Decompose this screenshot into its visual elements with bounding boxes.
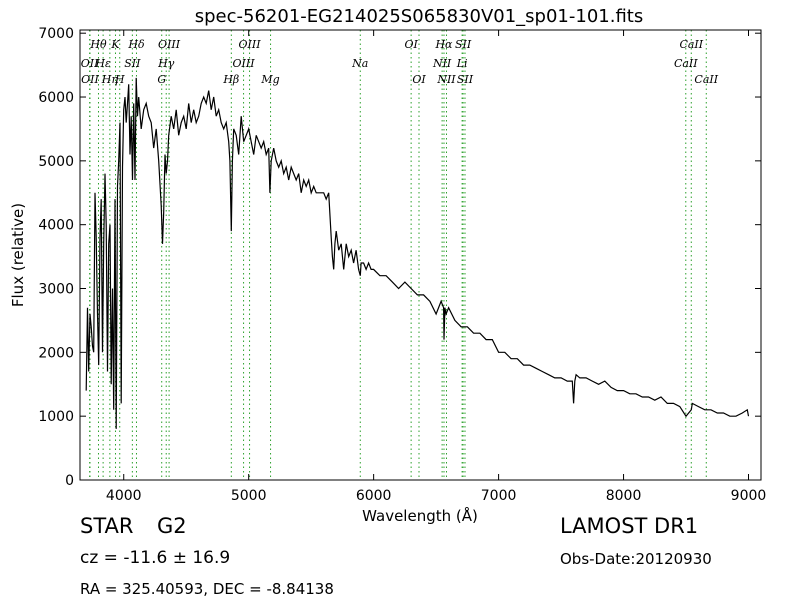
- reference-line-label: Hβ: [222, 73, 239, 86]
- x-axis: 4000 5000 6000 7000 8000 9000: [106, 30, 766, 504]
- reference-line-label: SII: [455, 38, 472, 51]
- spectrum-line: [85, 77, 750, 429]
- reference-line-labels: Hθ OII OII K Hε SII Hη Hδ H OIII Hγ G OIII Hβ OIII Mg Na…: [81, 38, 719, 86]
- reference-line-label: CaII: [679, 38, 703, 51]
- x-tick-label: 7000: [481, 488, 517, 504]
- coordinates: RA = 325.40593, DEC = -8.84138: [80, 580, 334, 598]
- x-tick-label: 5000: [231, 488, 267, 504]
- y-axis-label: Flux (relative): [9, 203, 27, 307]
- reference-line-label: CaII: [694, 73, 718, 86]
- reference-line-label: OI: [404, 38, 418, 51]
- reference-line-label: Li: [456, 57, 468, 70]
- plot-frame: [79, 29, 762, 481]
- reference-line-label: Hε: [94, 57, 111, 70]
- object-class: STAR: [80, 514, 134, 538]
- reference-line-label: Mg: [260, 73, 279, 86]
- y-axis: 0 1000 2000 3000 4000 5000 6000 7000: [38, 26, 761, 489]
- x-tick-label: 9000: [731, 488, 767, 504]
- reference-line-label: Hα: [434, 38, 453, 51]
- x-axis-label: Wavelength (Å): [362, 506, 478, 525]
- reference-line-label: Hδ: [127, 38, 145, 51]
- y-tick-label: 4000: [38, 218, 74, 234]
- y-tick-label: 5000: [38, 154, 74, 170]
- x-tick-label: 4000: [106, 488, 142, 504]
- reference-line-label: CaII: [674, 57, 698, 70]
- y-tick-label: 6000: [38, 90, 74, 106]
- reference-line-label: Hγ: [157, 57, 175, 70]
- reference-line-label: SII: [457, 73, 474, 86]
- x-tick-label: 8000: [606, 488, 642, 504]
- chart-title: spec-56201-EG214025S065830V01_sp01-101.f…: [195, 6, 643, 27]
- reference-line-label: Hη: [101, 73, 119, 86]
- reference-line-label: OIII: [233, 57, 256, 70]
- y-tick-label: 3000: [38, 282, 74, 298]
- reference-line-label: OII: [81, 57, 99, 70]
- reference-line-label: Hθ: [89, 38, 107, 51]
- y-tick-label: 0: [65, 473, 74, 489]
- object-subclass: G2: [157, 514, 187, 538]
- reference-lines: [89, 30, 707, 480]
- reference-line-label: OIII: [158, 38, 181, 51]
- reference-line-label: Na: [351, 57, 368, 70]
- reference-line-label: OI: [412, 73, 426, 86]
- redshift-readout: cz = -11.6 ± 16.9: [80, 548, 231, 568]
- reference-line-label: NII: [432, 57, 452, 70]
- survey-name: LAMOST DR1: [560, 514, 699, 538]
- obs-date: Obs-Date:20120930: [560, 550, 712, 568]
- x-tick-label: 6000: [356, 488, 392, 504]
- reference-line-label: OIII: [239, 38, 262, 51]
- y-tick-label: 7000: [38, 26, 74, 42]
- y-tick-label: 2000: [38, 345, 74, 361]
- y-tick-label: 1000: [38, 409, 74, 425]
- reference-line-label: OII: [81, 73, 99, 86]
- reference-line-label: NII: [436, 73, 456, 86]
- reference-line-label: SII: [124, 57, 141, 70]
- reference-line-label: G: [157, 73, 166, 86]
- reference-line-label: H: [114, 73, 125, 86]
- reference-line-label: K: [110, 38, 120, 51]
